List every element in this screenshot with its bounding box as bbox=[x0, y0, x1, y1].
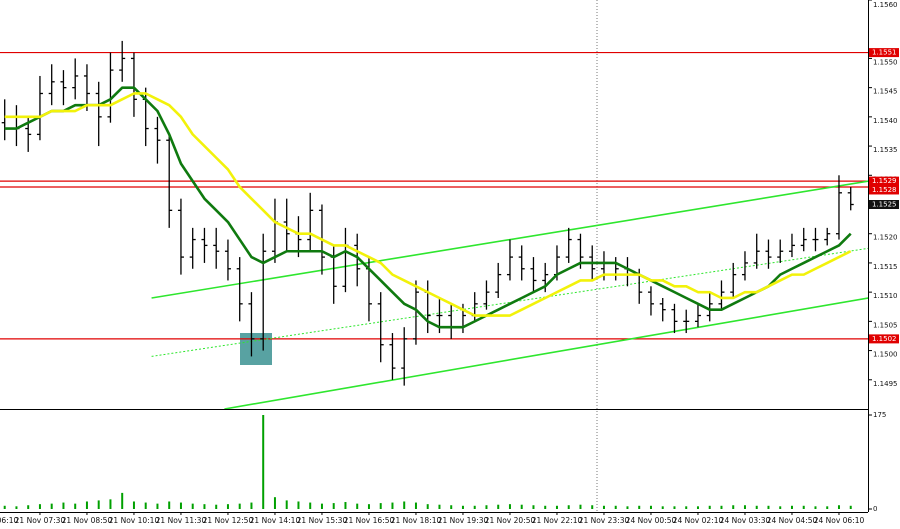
x-tick-label: 21 Nov 07:30 bbox=[15, 516, 66, 525]
x-tick-label: 21 Nov 16:50 bbox=[344, 516, 395, 525]
level-label: 1.1551 bbox=[872, 49, 897, 57]
x-tick-label: 24 Nov 06:10 bbox=[814, 516, 865, 525]
x-tick-label: 21 Nov 22:10 bbox=[532, 516, 583, 525]
y-tick-label: 1.1520 bbox=[873, 234, 898, 242]
price-pane bbox=[0, 0, 868, 409]
x-tick-label: 21 Nov 06:10 bbox=[0, 516, 18, 525]
highlight-box bbox=[240, 333, 272, 365]
y-tick-label: 1.1550 bbox=[873, 58, 898, 66]
y-tick-label: 1.1545 bbox=[873, 88, 898, 96]
level-label-box bbox=[869, 334, 899, 344]
x-tick-label: 21 Nov 18:10 bbox=[391, 516, 442, 525]
level-label-box bbox=[869, 185, 899, 195]
x-tick-label: 24 Nov 03:30 bbox=[720, 516, 771, 525]
y-tick-label: 1.1495 bbox=[873, 380, 898, 388]
last-price-label: 1.1525 bbox=[872, 201, 897, 209]
x-tick-label: 21 Nov 23:30 bbox=[579, 516, 630, 525]
x-tick-label: 24 Nov 02:10 bbox=[673, 516, 724, 525]
y-tick-label: 1.1515 bbox=[873, 263, 898, 271]
level-label-box bbox=[869, 176, 899, 186]
y-tick-label: 1.1540 bbox=[873, 117, 898, 125]
x-tick-label: 21 Nov 19:30 bbox=[438, 516, 489, 525]
volume-tick-label: 175 bbox=[873, 411, 886, 419]
moving-average bbox=[4, 92, 852, 317]
y-tick-label: 1.1560 bbox=[873, 1, 898, 9]
y-tick-label: 1.1510 bbox=[873, 292, 898, 300]
level-label: 1.1502 bbox=[872, 335, 897, 343]
moving-average bbox=[4, 86, 852, 329]
volume-tick-label: 0 bbox=[873, 505, 877, 513]
y-tick-label: 1.1505 bbox=[873, 321, 898, 329]
y-tick-label: 1.1535 bbox=[873, 146, 898, 154]
x-tick-label: 21 Nov 14:10 bbox=[250, 516, 301, 525]
volume-pane bbox=[3, 411, 852, 512]
trend-line bbox=[151, 247, 868, 357]
x-tick-label: 24 Nov 04:50 bbox=[767, 516, 818, 525]
level-label: 1.1529 bbox=[872, 177, 897, 185]
trend-line bbox=[224, 297, 868, 409]
x-tick-label: 21 Nov 20:50 bbox=[485, 516, 536, 525]
level-label-box bbox=[869, 48, 899, 58]
x-tick-label: 21 Nov 08:50 bbox=[62, 516, 113, 525]
x-tick-label: 21 Nov 15:30 bbox=[297, 516, 348, 525]
x-tick-label: 24 Nov 00:50 bbox=[626, 516, 677, 525]
last-price-box bbox=[869, 200, 899, 209]
y-tick-label: 1.1500 bbox=[873, 351, 898, 359]
x-tick-label: 21 Nov 12:50 bbox=[203, 516, 254, 525]
x-tick-label: 21 Nov 10:10 bbox=[109, 516, 160, 525]
x-tick-label: 21 Nov 11:30 bbox=[156, 516, 207, 525]
level-label: 1.1528 bbox=[872, 186, 897, 194]
